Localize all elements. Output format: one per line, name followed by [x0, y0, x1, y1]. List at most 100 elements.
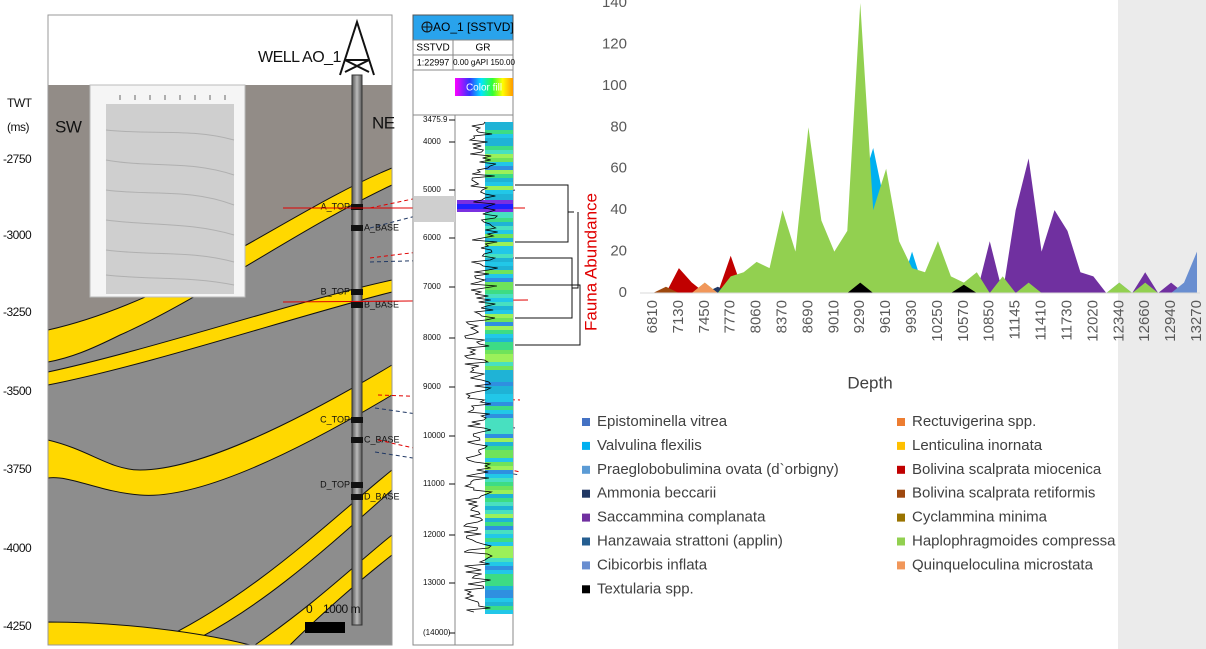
- direction-label: NE: [372, 113, 395, 132]
- gr-curve: [463, 121, 499, 613]
- x-tick-label: 8370: [773, 300, 790, 333]
- twt-tick-label: -3750: [3, 462, 32, 476]
- y-tick-label: 40: [610, 201, 627, 218]
- gr-fill: [485, 234, 513, 238]
- gr-fill: [485, 454, 513, 458]
- gr-fill: [485, 154, 513, 158]
- gr-fill: [485, 270, 513, 274]
- legend-swatch: [897, 418, 905, 426]
- gr-fill: [485, 342, 513, 346]
- axis-unit: (ms): [7, 120, 29, 134]
- gr-fill: [485, 326, 513, 330]
- gr-fill: [485, 434, 513, 438]
- gr-fill: [485, 578, 513, 582]
- gr-fill: [485, 350, 513, 354]
- x-tick-label: 10570: [955, 300, 972, 342]
- horizon-marker: [351, 494, 363, 500]
- gr-fill: [485, 274, 513, 278]
- area-chart: Fauna Abundance Depth 0 20 40 60 80 100 120 140…: [581, 0, 1204, 597]
- x-tick-label: 7770: [722, 300, 739, 333]
- gr-fill: [485, 318, 513, 322]
- legend-swatch: [582, 418, 590, 426]
- gr-fill: [485, 294, 513, 298]
- gr-fill: [485, 338, 513, 342]
- gr-fill: [485, 494, 513, 498]
- depth-label: 6000: [423, 233, 441, 242]
- horizon-marker: [351, 289, 363, 295]
- gr-fill: [485, 574, 513, 578]
- gr-fill: [485, 590, 513, 594]
- gr-fill: [485, 178, 513, 182]
- seismic-texture: [105, 129, 235, 286]
- page-band: [1118, 0, 1206, 649]
- legend-swatch: [897, 561, 905, 570]
- y-tick-label: 80: [610, 118, 627, 135]
- gr-fill: [485, 598, 513, 602]
- gr-fill: [485, 394, 513, 398]
- legend-label: Bolivina scalprata retiformis: [912, 485, 1095, 502]
- legend-label: Lenticulina inornata: [912, 437, 1043, 454]
- horizon-marker: [351, 302, 363, 308]
- x-tick-label: 7130: [670, 300, 687, 333]
- gr-fill: [485, 262, 513, 266]
- gr-fill: [485, 174, 513, 178]
- gr-fill: [485, 406, 513, 410]
- gr-fill: [485, 442, 513, 446]
- depth-label: 8000: [423, 333, 441, 342]
- highlight: [414, 196, 455, 222]
- gr-fill: [485, 190, 513, 194]
- gr-fill: [485, 218, 513, 222]
- scale-label: 0: [306, 602, 313, 616]
- x-tick-label: 9010: [825, 300, 842, 333]
- gr-fill: [485, 582, 513, 586]
- y-tick-label: 120: [602, 35, 627, 52]
- horizon-marker: [351, 417, 363, 423]
- horizon-label: B_TOP: [321, 286, 350, 296]
- x-tick-label: 12660: [1136, 300, 1153, 342]
- gr-fill: [485, 546, 513, 550]
- twt-axis: -2750 -3000 -3250 -3500 -3750 -4000 -4250: [3, 152, 33, 633]
- x-tick-label: 9930: [903, 300, 920, 333]
- gr-fill: [485, 534, 513, 538]
- gr-fill: [485, 570, 513, 574]
- depth-label: 5000: [423, 185, 441, 194]
- gr-fill: [485, 142, 513, 146]
- horizon-label: A_TOP: [321, 201, 350, 211]
- gr-fill: [485, 226, 513, 230]
- legend-label: Cibicorbis inflata: [597, 556, 708, 573]
- gr-fill: [485, 462, 513, 466]
- depth-label: 3475.9: [423, 115, 448, 124]
- depth-label: 4000: [423, 137, 441, 146]
- gr-fill: [485, 558, 513, 562]
- gr-fill: [485, 242, 513, 246]
- legend-label: Valvulina flexilis: [597, 437, 702, 454]
- gr-fill: [485, 386, 513, 390]
- gr-fill: [485, 310, 513, 314]
- gr-fill: [485, 418, 513, 422]
- y-tick-label: 0: [619, 284, 627, 301]
- twt-tick-label: -4250: [3, 619, 32, 633]
- legend-label: Quinqueloculina microstata: [912, 556, 1094, 573]
- horizon-marker: [351, 225, 363, 231]
- well-name: WELL AO_1: [258, 49, 342, 66]
- inset-ticks: [119, 95, 226, 100]
- gr-fill: [485, 230, 513, 234]
- gr-fill: [485, 438, 513, 442]
- log-header-cell: 0.00 gAPI 150.00: [453, 58, 515, 67]
- gr-fill: [485, 130, 513, 134]
- twt-tick-label: -2750: [3, 152, 32, 166]
- gr-fill: [485, 486, 513, 490]
- legend-label: Rectuvigerina spp.: [912, 413, 1036, 430]
- gr-fill: [485, 542, 513, 546]
- gr-fill: [485, 306, 513, 310]
- color-fill-label: Color fill: [466, 83, 502, 94]
- legend-label: Textularia spp.: [597, 580, 694, 597]
- well: [339, 18, 375, 626]
- gr-fill: [485, 518, 513, 522]
- x-tick-label: 10250: [929, 300, 946, 342]
- legend-swatch: [582, 489, 590, 498]
- x-tick-label: 12340: [1110, 300, 1127, 342]
- gr-fill: [485, 298, 513, 302]
- gr-fill: [485, 606, 513, 610]
- depth-label: 13000: [423, 578, 446, 587]
